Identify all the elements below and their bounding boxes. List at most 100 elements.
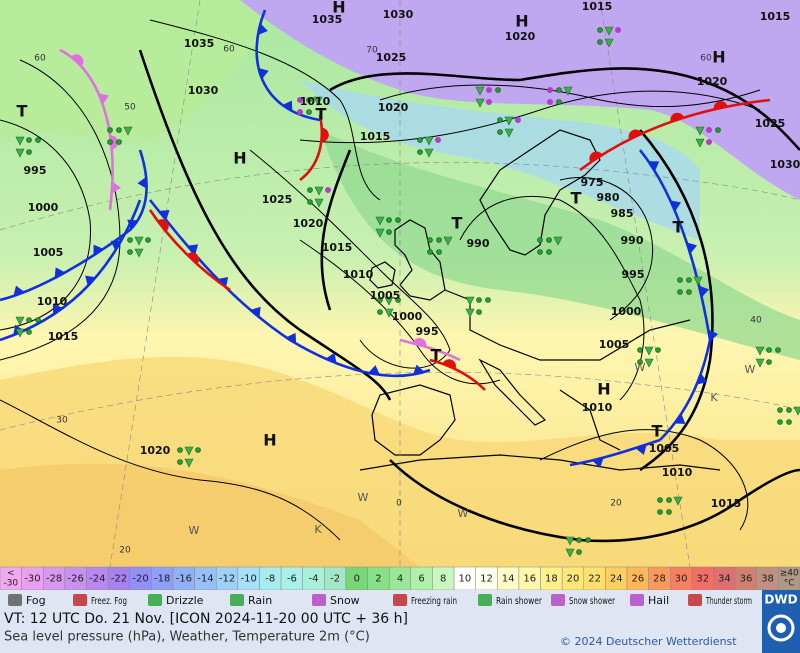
zone-label: W	[635, 361, 646, 374]
shower-symbol	[314, 198, 324, 208]
symbol-label: Freez. Fog	[91, 596, 127, 607]
rain-symbol	[386, 217, 392, 223]
dwd-logo-text: DWD	[764, 593, 797, 607]
footer-title: VT: 12 UTC Do. 21 Nov. [ICON 2024-11-20 …	[4, 611, 408, 627]
symbol-legend: Fog Freez. Fog Drizzle Rain Snow Freezing rai…	[0, 590, 762, 612]
symbol-icon	[630, 594, 644, 606]
zone-label: W	[745, 363, 756, 376]
pressure-center: T	[652, 422, 663, 441]
shower-symbol	[123, 126, 133, 136]
front-symbol	[93, 244, 104, 256]
legend-label: -2	[330, 574, 340, 585]
rain-symbol	[26, 149, 32, 155]
shower-symbol	[134, 248, 144, 258]
legend-label: -28	[46, 574, 62, 585]
snow-symbol	[706, 139, 712, 145]
legend-label: -12	[219, 574, 235, 585]
rain-symbol	[395, 217, 401, 223]
rain-symbol	[377, 309, 383, 315]
shower-symbol	[184, 458, 194, 468]
rain-symbol	[777, 407, 783, 413]
isobar-label: 995	[24, 164, 47, 177]
front-line	[569, 438, 661, 467]
isobar-label: 1010	[37, 295, 68, 308]
symbol-icon	[688, 594, 702, 606]
snow-symbol	[615, 27, 621, 33]
rain-symbol	[686, 277, 692, 283]
front-symbol	[98, 93, 110, 105]
dwd-logo-mark	[767, 614, 795, 642]
map-labels: 1035 103010351030102510201015101510201025…	[17, 0, 800, 556]
rain-symbol	[127, 249, 133, 255]
isotherm-label: 20	[119, 546, 131, 556]
zone-label: K	[710, 391, 718, 404]
front-line	[399, 338, 461, 362]
rain-symbol	[307, 187, 313, 193]
legend-label: -22	[111, 574, 127, 585]
isobar-label: 1010	[582, 401, 613, 414]
rain-symbol	[116, 139, 122, 145]
rain-symbol	[427, 249, 433, 255]
legend-label: 16	[523, 574, 536, 585]
snow-symbol	[547, 99, 553, 105]
rain-symbol	[497, 129, 503, 135]
snow-symbol	[325, 187, 331, 193]
front-line	[638, 149, 712, 441]
main-isobars	[138, 49, 800, 543]
front-symbol	[258, 67, 269, 80]
rain-symbol	[427, 237, 433, 243]
isotherm-label: 20	[610, 499, 622, 509]
isobar-label: 1005	[33, 246, 64, 259]
rain-symbol	[775, 347, 781, 353]
isobar-label: 1030	[383, 8, 414, 21]
isobar-label: 1005	[599, 338, 630, 351]
shower-symbol	[553, 236, 563, 246]
isobar-label: 990	[467, 237, 490, 250]
isobar-label: 1030	[188, 84, 219, 97]
rain-symbol	[26, 137, 32, 143]
front-symbol	[71, 54, 84, 67]
rain-symbol	[537, 249, 543, 255]
isobar-label: 1035	[184, 37, 215, 50]
isobar-label: 1000	[392, 310, 423, 323]
shower-symbol	[504, 116, 514, 126]
rain-symbol	[686, 289, 692, 295]
isobar-label: 1015	[711, 497, 742, 510]
weather-symbols	[15, 26, 800, 558]
rain-symbol	[35, 137, 41, 143]
shower-symbol	[695, 138, 705, 148]
front-symbol	[635, 444, 647, 455]
snow-symbol	[297, 97, 303, 103]
front-symbol	[708, 329, 719, 342]
legend-label: 0	[354, 574, 360, 585]
rain-symbol	[306, 109, 312, 115]
pressure-center: T	[316, 105, 327, 124]
shower-symbol	[184, 446, 194, 456]
shower-symbol	[134, 236, 144, 246]
isobar-label: 1035	[312, 13, 343, 26]
rain-symbol	[537, 237, 543, 243]
front-symbol	[628, 129, 642, 140]
zone-label: W	[458, 507, 469, 520]
isobar-label: 1005	[649, 442, 680, 455]
isobar-label: 1010	[662, 466, 693, 479]
rain-symbol	[26, 317, 32, 323]
legend-label: °C	[784, 579, 795, 589]
shower-symbol	[15, 328, 25, 338]
isobar-label: 990	[621, 234, 644, 247]
isotherm-label: 60	[223, 45, 235, 55]
rain-symbol	[127, 237, 133, 243]
isobar-label: 995	[416, 325, 439, 338]
symbol-label: Freezing rain	[411, 596, 457, 607]
front-symbol	[54, 267, 66, 279]
legend-label: 18	[545, 574, 558, 585]
shower-symbol	[375, 216, 385, 226]
snow-symbol	[297, 109, 303, 115]
front-symbol	[442, 359, 456, 370]
symbol-label: Fog	[26, 594, 46, 607]
isobar-label: 1025	[376, 51, 407, 64]
rain-symbol	[395, 297, 401, 303]
shower-symbol	[644, 346, 654, 356]
symbol-icon	[148, 594, 162, 606]
symbol-label: Snow shower	[569, 596, 616, 607]
